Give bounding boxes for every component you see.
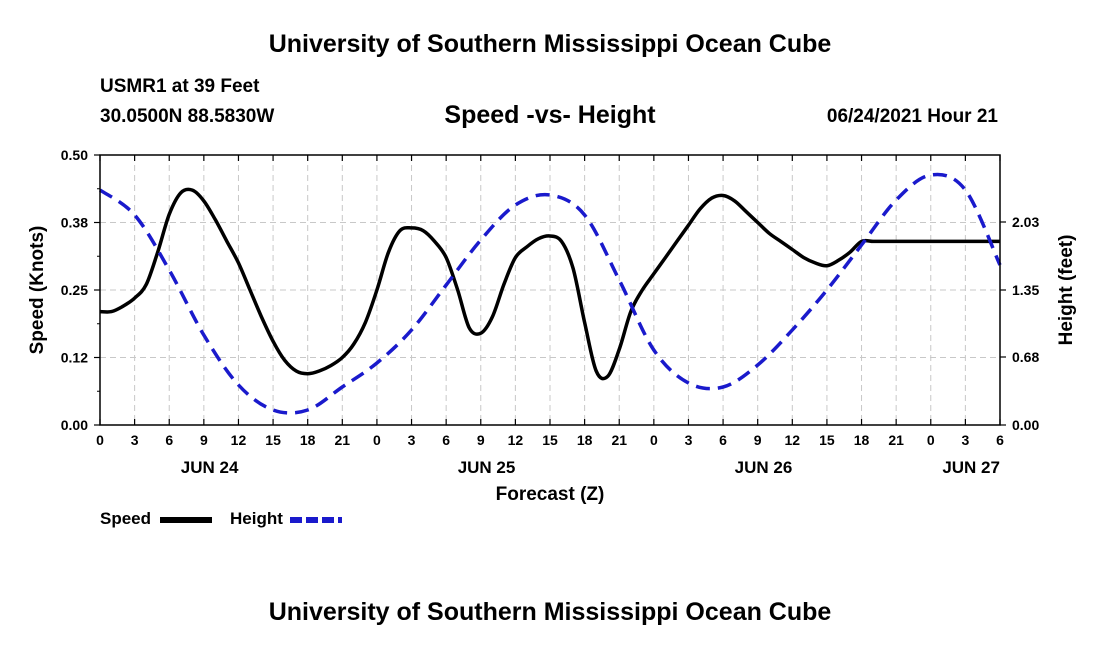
x-tick-label: 3 <box>685 432 693 448</box>
x-tick-label: 15 <box>265 432 281 448</box>
x-tick-label: 18 <box>854 432 870 448</box>
series <box>98 172 1002 415</box>
y2-tick-label: 0.00 <box>1012 417 1039 433</box>
x-tick-label: 9 <box>477 432 485 448</box>
grid <box>100 155 1000 425</box>
height-series-line <box>98 172 1002 415</box>
x-tick-label: 12 <box>785 432 801 448</box>
y-tick-label: 0.50 <box>61 147 88 163</box>
x-tick-label: 15 <box>542 432 558 448</box>
x-tick-label: 9 <box>200 432 208 448</box>
x-tick-label: 3 <box>131 432 139 448</box>
x-tick-label: 3 <box>961 432 969 448</box>
legend-height-swatch <box>290 517 342 523</box>
y-tick-label: 0.25 <box>61 282 88 298</box>
x-tick-label: 15 <box>819 432 835 448</box>
date-label: JUN 24 <box>181 458 239 477</box>
date-label: JUN 27 <box>942 458 1000 477</box>
x-tick-label: 0 <box>650 432 658 448</box>
legend-speed-label: Speed <box>100 509 152 528</box>
x-tick-label: 21 <box>611 432 627 448</box>
y2-tick-label: 1.35 <box>1012 282 1039 298</box>
plot-frame <box>99 154 1001 426</box>
x-tick-label: 21 <box>335 432 351 448</box>
chart-subtitle: Speed -vs- Height <box>444 101 656 129</box>
x-tick-label: 6 <box>165 432 173 448</box>
x-tick-label: 18 <box>300 432 316 448</box>
x-tick-label: 21 <box>888 432 904 448</box>
y2-tick-label: 2.03 <box>1012 214 1039 230</box>
axes: 0 3 6 9 12 15 18 21 0 3 6 9 12 15 18 21 0 3 6 9 12 15 18 21 0 3 6J… <box>61 147 1040 477</box>
y-tick-label: 0.12 <box>61 350 88 366</box>
coordinates-label: 30.0500N 88.5830W <box>100 106 275 127</box>
forecast-datetime: 06/24/2021 Hour 21 <box>826 106 998 127</box>
x-tick-label: 6 <box>719 432 727 448</box>
y-tick-label: 0.38 <box>61 215 88 231</box>
x-tick-label: 0 <box>96 432 104 448</box>
x-tick-label: 6 <box>996 432 1004 448</box>
x-tick-label: 12 <box>508 432 524 448</box>
x-tick-label: 0 <box>927 432 935 448</box>
y-axis-label: Speed (Knots) <box>27 226 48 355</box>
x-tick-label: 6 <box>442 432 450 448</box>
x-axis-label: Forecast (Z) <box>496 484 605 505</box>
x-tick-label: 18 <box>577 432 593 448</box>
x-tick-label: 9 <box>754 432 762 448</box>
footer-title: University of Southern Mississippi Ocean… <box>268 598 832 626</box>
date-label: JUN 25 <box>458 458 516 477</box>
speed-series-line <box>99 187 1000 381</box>
y-tick-label: 0.00 <box>61 417 88 433</box>
date-label: JUN 26 <box>735 458 793 477</box>
legend-height-label: Height <box>230 509 283 528</box>
page-title: University of Southern Mississippi Ocean… <box>268 30 832 58</box>
x-tick-label: 3 <box>408 432 416 448</box>
station-label: USMR1 at 39 Feet <box>100 76 260 97</box>
legend-speed-swatch <box>160 517 212 523</box>
x-tick-label: 12 <box>231 432 247 448</box>
y2-tick-label: 0.68 <box>1012 349 1039 365</box>
x-tick-label: 0 <box>373 432 381 448</box>
y2-axis-label: Height (feet) <box>1056 235 1077 346</box>
